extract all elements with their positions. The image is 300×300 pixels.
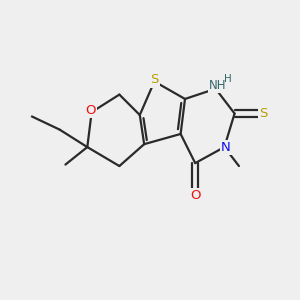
Text: N: N — [221, 141, 231, 154]
Text: O: O — [85, 104, 95, 117]
Text: O: O — [190, 189, 200, 202]
Text: H: H — [224, 74, 232, 83]
Text: NH: NH — [209, 79, 227, 92]
Text: S: S — [259, 107, 267, 120]
Text: S: S — [150, 74, 159, 86]
